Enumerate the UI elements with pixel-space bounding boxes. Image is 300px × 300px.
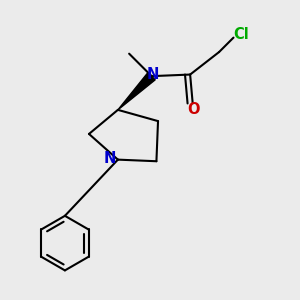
Text: N: N	[147, 68, 159, 82]
Polygon shape	[118, 73, 155, 110]
Text: O: O	[187, 102, 200, 117]
Text: N: N	[104, 151, 116, 166]
Text: Cl: Cl	[234, 27, 249, 42]
